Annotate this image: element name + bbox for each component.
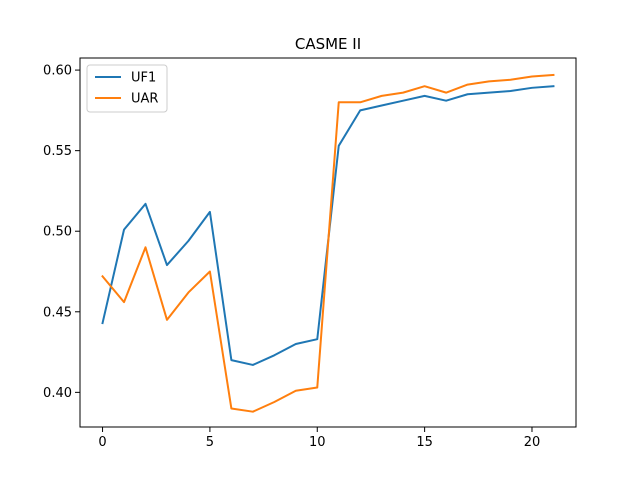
axes: 0 5 10 15 20 0.40 0.45 0.50 0.55 0.60 <box>43 57 577 450</box>
legend: UF1 UAR <box>86 64 168 113</box>
legend-label-uar: UAR <box>131 92 158 107</box>
x-tick-label: 0 <box>98 435 106 450</box>
x-tick-label: 5 <box>206 435 214 450</box>
x-tick-label: 10 <box>309 435 326 450</box>
y-tick-label: 0.45 <box>43 305 72 320</box>
y-tick-label: 0.40 <box>43 386 72 401</box>
legend-label-uf1: UF1 <box>131 71 156 86</box>
axes-frame <box>79 57 577 428</box>
series-line-uar <box>101 73 555 413</box>
x-tick-label: 20 <box>524 435 541 450</box>
x-tick-label: 15 <box>416 435 433 450</box>
series-line-uf1 <box>101 85 555 366</box>
y-tick-label: 0.55 <box>43 144 72 159</box>
y-tick-label: 0.50 <box>43 225 72 240</box>
chart-title: CASME II <box>295 35 361 53</box>
y-tick-label: 0.60 <box>43 64 72 79</box>
plot-area <box>101 73 555 413</box>
